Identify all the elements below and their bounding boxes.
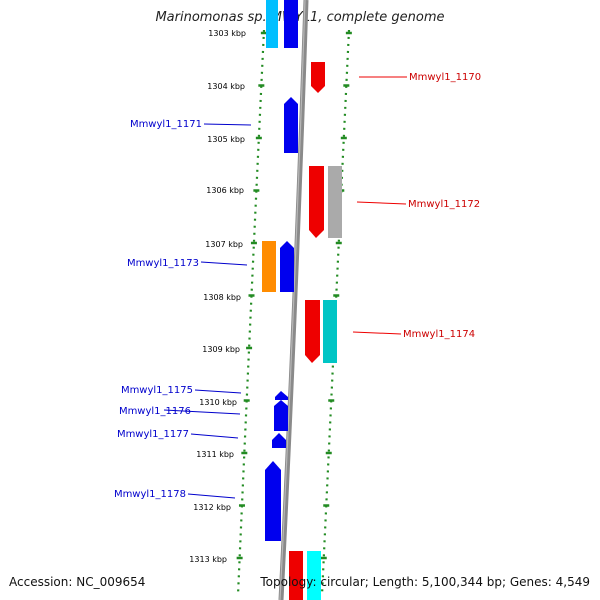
- forward-strand-genes: [289, 62, 342, 600]
- leader-line: [352, 331, 402, 335]
- gene-label[interactable]: Mmwyl1_1178: [114, 489, 186, 500]
- gene-arrow[interactable]: [305, 300, 320, 363]
- gene-label[interactable]: Mmwyl1_1176: [119, 406, 191, 417]
- leader-line: [200, 261, 248, 266]
- gene-block[interactable]: [284, 0, 298, 48]
- reverse-strand-genes: [262, 0, 298, 541]
- gene-arrow[interactable]: [280, 241, 294, 292]
- leader-line: [163, 409, 241, 415]
- gene-label[interactable]: Mmwyl1_1172: [408, 199, 480, 210]
- gene-label[interactable]: Mmwyl1_1173: [127, 258, 199, 269]
- scale-label: 1310 kbp: [199, 398, 237, 407]
- gene-arrow[interactable]: [284, 97, 298, 153]
- gene-arrow[interactable]: [275, 391, 288, 400]
- gene-label[interactable]: Mmwyl1_1177: [117, 429, 189, 440]
- gene-block[interactable]: [323, 300, 337, 363]
- scale-guides: [236, 29, 351, 596]
- gene-label[interactable]: Mmwyl1_1175: [121, 385, 193, 396]
- leader-line: [190, 433, 239, 439]
- genome-title: Marinomonas sp. MWYL1, complete genome: [155, 10, 445, 25]
- left-guide-line: [236, 29, 266, 596]
- gene-block[interactable]: [328, 166, 342, 238]
- leader-line: [356, 201, 407, 205]
- gene-arrow[interactable]: [309, 166, 324, 238]
- topology-text: Topology: circular; Length: 5,100,344 bp…: [260, 575, 590, 589]
- scale-ticks: [236, 31, 352, 560]
- genome-backbone: [278, 0, 309, 600]
- genome-backbone-highlight: [279, 0, 306, 600]
- gene-label[interactable]: Mmwyl1_1170: [409, 72, 481, 83]
- scale-label: 1306 kbp: [206, 186, 244, 195]
- scale-label: 1307 kbp: [205, 240, 243, 249]
- leader-line: [203, 123, 252, 126]
- gene-arrow[interactable]: [265, 461, 281, 541]
- accession-text: Accession: NC_009654: [9, 575, 146, 589]
- scale-label: 1309 kbp: [202, 345, 240, 354]
- scale-label: 1311 kbp: [196, 450, 234, 459]
- scale-labels: 1303 kbp 1304 kbp 1305 kbp 1306 kbp 1307…: [189, 29, 246, 564]
- scale-label: 1308 kbp: [203, 293, 241, 302]
- scale-label: 1313 kbp: [189, 555, 227, 564]
- gene-block[interactable]: [266, 0, 278, 48]
- right-guide-line: [320, 29, 351, 596]
- gene-block[interactable]: [289, 551, 303, 600]
- gene-arrow[interactable]: [311, 62, 325, 93]
- scale-label: 1312 kbp: [193, 503, 231, 512]
- gene-label[interactable]: Mmwyl1_1171: [130, 119, 202, 130]
- leader-line: [187, 493, 236, 499]
- gene-labels: Mmwyl1_1170 Mmwyl1_1171 Mmwyl1_1172 Mmwy…: [114, 72, 481, 500]
- gene-block[interactable]: [307, 551, 321, 600]
- gene-label[interactable]: Mmwyl1_1174: [403, 329, 475, 340]
- gene-arrow[interactable]: [274, 400, 288, 431]
- label-leaders: [163, 76, 407, 499]
- scale-label: 1305 kbp: [207, 135, 245, 144]
- leader-line: [194, 389, 242, 394]
- scale-label: 1304 kbp: [207, 82, 245, 91]
- scale-label: 1303 kbp: [208, 29, 246, 38]
- gene-arrow[interactable]: [272, 433, 286, 448]
- gene-block[interactable]: [262, 241, 276, 292]
